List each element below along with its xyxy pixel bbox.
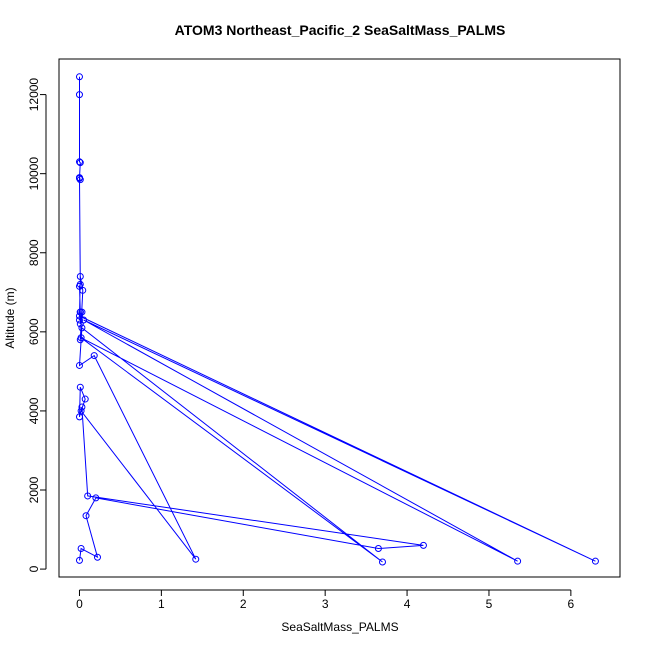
x-tick-label: 0 [76,597,83,611]
x-tick-label: 1 [158,597,165,611]
x-tick-label: 5 [486,597,493,611]
data-point [77,334,85,342]
data-point [75,73,83,81]
data-point [75,174,83,182]
data-point [93,553,101,561]
data-point [591,557,599,565]
data-point [76,272,84,280]
y-tick-label: 0 [27,565,41,572]
data-point [90,352,98,360]
data-point [75,556,83,564]
data-point [78,324,86,332]
data-point [78,403,86,411]
data-point [374,545,382,553]
y-tick-label: 6000 [27,318,41,345]
data-point [192,555,200,563]
y-tick-label: 2000 [27,476,41,503]
y-axis-label: Altitude (m) [3,287,17,348]
x-axis: 0 1 2 3 4 5 6 [76,589,575,611]
y-tick-label: 10000 [27,157,41,191]
chart-title: ATOM3 Northeast_Pacific_2 SeaSaltMass_PA… [175,22,506,38]
data-point [77,545,85,553]
data-point [514,557,522,565]
x-axis-label: SeaSaltMass_PALMS [281,620,398,634]
x-tick-label: 2 [240,597,247,611]
data-point [79,286,87,294]
y-axis: 0 2000 4000 6000 8000 10000 12000 [27,78,47,572]
x-tick-label: 6 [568,597,575,611]
data-point [75,312,83,320]
plot-frame [58,58,621,578]
data-point [75,158,83,166]
x-tick-label: 3 [322,597,329,611]
data-point [92,494,100,502]
data-point [75,361,83,369]
data-point [75,91,83,99]
data-point [419,541,427,549]
y-tick-label: 8000 [27,239,41,266]
data-point [76,176,84,184]
x-tick-label: 4 [404,597,411,611]
data-point [378,558,386,566]
data-point [76,383,84,391]
data-point [81,395,89,403]
data-point [75,413,83,421]
data-point [84,492,92,500]
data-point [76,159,84,167]
data-point [80,316,88,324]
data-point [75,316,83,324]
y-tick-label: 12000 [27,78,41,112]
series-layer [75,73,599,566]
y-tick-label: 4000 [27,397,41,424]
series-line [78,76,596,563]
data-point [82,512,90,520]
